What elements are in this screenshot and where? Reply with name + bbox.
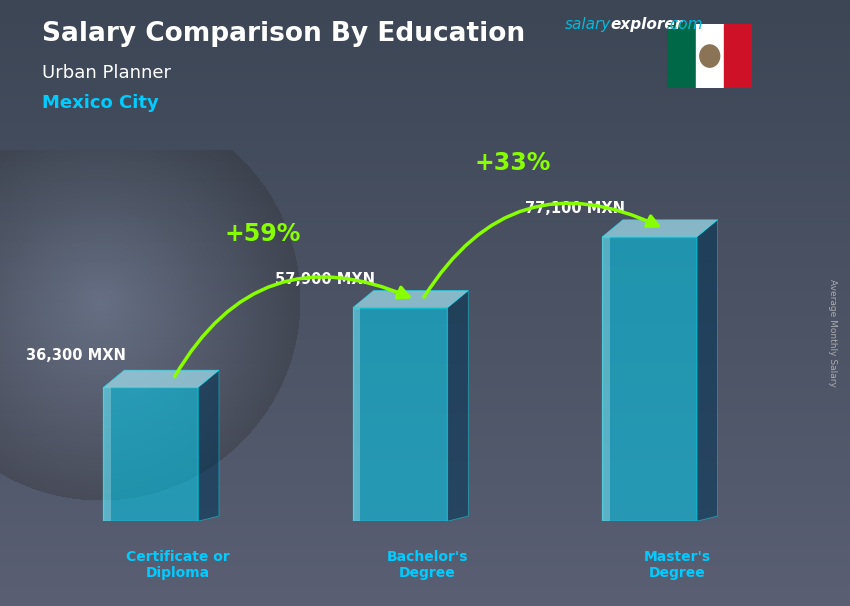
Bar <box>602 237 609 521</box>
Bar <box>353 308 360 521</box>
Bar <box>667 24 695 88</box>
Text: 77,100 MXN: 77,100 MXN <box>524 201 625 216</box>
Text: Salary Comparison By Education: Salary Comparison By Education <box>42 21 525 47</box>
Text: Master's
Degree: Master's Degree <box>643 550 711 580</box>
Circle shape <box>700 45 720 67</box>
Polygon shape <box>602 220 717 237</box>
Text: salary: salary <box>565 17 611 32</box>
Polygon shape <box>104 370 219 387</box>
Text: explorer: explorer <box>610 17 683 32</box>
Polygon shape <box>353 290 468 308</box>
Text: Bachelor's
Degree: Bachelor's Degree <box>387 550 468 580</box>
FancyBboxPatch shape <box>353 308 447 521</box>
Polygon shape <box>447 290 468 521</box>
Polygon shape <box>697 220 717 521</box>
Text: Average Monthly Salary: Average Monthly Salary <box>828 279 837 387</box>
Text: +59%: +59% <box>224 222 301 245</box>
FancyBboxPatch shape <box>104 387 198 521</box>
Bar <box>104 387 111 521</box>
Text: .com: .com <box>666 17 703 32</box>
Text: +33%: +33% <box>474 151 551 175</box>
Text: Urban Planner: Urban Planner <box>42 64 172 82</box>
Bar <box>695 24 724 88</box>
Bar <box>724 24 752 88</box>
FancyBboxPatch shape <box>602 237 697 521</box>
Text: Certificate or
Diploma: Certificate or Diploma <box>127 550 230 580</box>
Polygon shape <box>198 370 219 521</box>
Text: Mexico City: Mexico City <box>42 94 159 112</box>
Text: 57,900 MXN: 57,900 MXN <box>275 272 375 287</box>
Text: 36,300 MXN: 36,300 MXN <box>26 348 126 362</box>
